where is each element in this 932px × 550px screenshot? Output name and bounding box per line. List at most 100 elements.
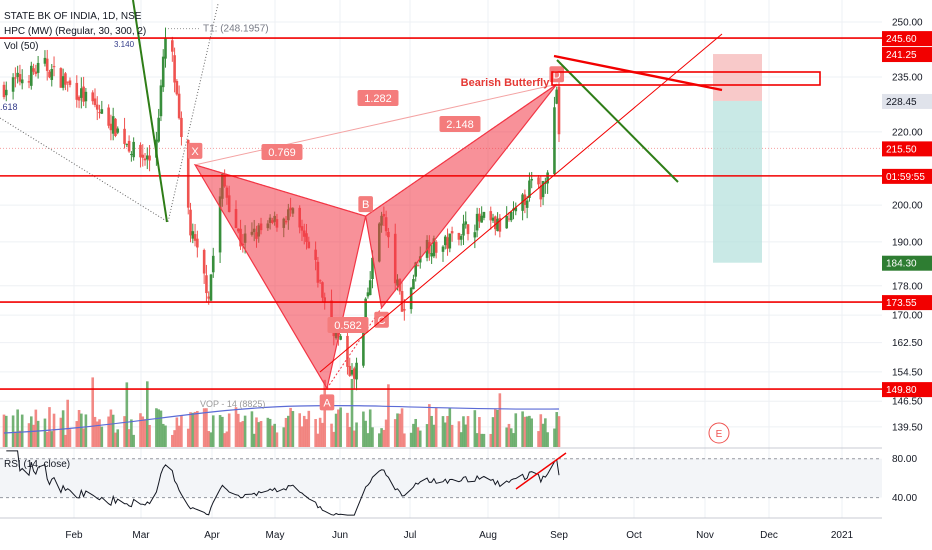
volume-bar — [368, 409, 372, 447]
volume-bar — [164, 425, 167, 447]
volume-bar — [300, 426, 304, 447]
volume-bar — [75, 421, 79, 447]
candle-body — [211, 255, 215, 273]
volume-bar — [523, 416, 527, 447]
volume-bar — [59, 417, 63, 447]
volume-bar — [289, 407, 292, 447]
volume-bar — [130, 419, 133, 447]
volume-bar — [145, 381, 149, 447]
candle-body — [362, 319, 365, 366]
volume-bar — [514, 413, 518, 447]
volume-bar — [36, 420, 40, 447]
volume-bar — [414, 418, 418, 447]
candle-body — [93, 98, 97, 106]
price-tick-label: 235.00 — [892, 72, 923, 83]
volume-bar — [378, 433, 381, 447]
candle-body — [457, 232, 461, 240]
time-tick-label: 2021 — [831, 530, 854, 541]
volume-bar — [409, 432, 413, 447]
pattern-xb-line — [194, 164, 366, 217]
volume-bar — [459, 432, 463, 447]
candle-body — [91, 92, 95, 102]
candle-body — [52, 66, 56, 68]
candle-body — [464, 221, 468, 225]
volume-bar — [11, 415, 15, 447]
pattern-name: Bearish Butterfly — [461, 77, 551, 89]
pattern-point-b-bg — [358, 196, 373, 213]
level-price-tag: 149.80 — [882, 382, 932, 398]
volume-bar — [305, 419, 308, 447]
chart-annotations: T1: (248.1957) 3.140 .618 VOP - 14 (8825) E — [0, 24, 730, 444]
volume-bar — [243, 415, 247, 447]
volume-bar — [80, 413, 83, 447]
candle-body — [130, 154, 133, 156]
volume-bar — [473, 410, 477, 447]
candle-body — [350, 369, 354, 375]
pattern-point-x-text: X — [191, 146, 199, 158]
volume-bar — [450, 424, 454, 447]
pattern-point-x-bg — [187, 142, 203, 159]
volume-bar — [339, 407, 342, 447]
level-price-tag-bg — [882, 382, 932, 398]
candle-body — [416, 265, 420, 267]
volume-bar — [223, 433, 226, 447]
target-zones — [713, 54, 762, 263]
volume-bar — [525, 416, 529, 447]
pattern-point-d-bg — [549, 66, 565, 83]
level-price-tag: 245.60 — [882, 31, 932, 47]
volume-bar — [553, 428, 556, 447]
candle-body — [521, 194, 524, 211]
volume-bar — [27, 423, 31, 447]
candle-body — [132, 141, 135, 158]
candle-body — [528, 180, 531, 198]
volume-bar — [364, 420, 367, 447]
candle-body — [541, 180, 545, 198]
candle-body — [491, 217, 495, 221]
time-tick-label: Nov — [696, 530, 714, 541]
candle-body — [514, 207, 518, 212]
pattern-point-b-text: B — [362, 199, 369, 211]
volume-bar — [366, 433, 370, 447]
volume-bar — [227, 413, 231, 447]
candle-body — [434, 241, 438, 253]
volume-bar — [225, 431, 229, 447]
volume-bar — [218, 415, 222, 447]
time-tick-label: Jun — [332, 530, 348, 541]
volume-bar — [464, 424, 468, 447]
volume-bar — [50, 431, 54, 447]
candle-body — [159, 85, 163, 117]
pattern-ratio-ac-text: 0.582 — [334, 320, 362, 332]
volume-bar — [123, 416, 126, 447]
volume-bar — [334, 413, 338, 447]
volume-bar — [14, 431, 17, 447]
volume-bar — [155, 408, 158, 447]
pattern-ratio-bd-text: 2.148 — [446, 119, 474, 131]
level-price-tag-bg — [882, 295, 932, 311]
volume-bar — [234, 407, 238, 447]
entry-box — [551, 71, 821, 86]
volume-bar — [434, 407, 438, 447]
volume-bar — [537, 431, 540, 447]
candle-body — [127, 140, 131, 152]
price-tick-label: 154.50 — [892, 367, 923, 378]
price-tag-text: 215.50 — [886, 144, 917, 155]
indicator-hpc-label: HPC (MW) (Regular, 30, 300, 2) — [4, 26, 147, 37]
price-tag-bg — [882, 47, 932, 63]
candle-body — [100, 109, 104, 114]
candle-body — [161, 56, 165, 88]
pattern-point-d: D — [549, 66, 565, 83]
candle-body — [459, 236, 463, 240]
candle-body — [109, 123, 113, 131]
volume-bar — [148, 424, 151, 447]
volume-bar — [141, 416, 145, 447]
volume-bar — [398, 413, 402, 447]
volume-bar — [275, 432, 279, 447]
vol-overlay-label: VOP - 14 (8825) — [200, 399, 265, 409]
volume-bar — [350, 378, 354, 447]
volume-bar — [457, 421, 461, 447]
candle-body — [498, 217, 502, 232]
volume-bar — [116, 429, 120, 447]
candle-body — [141, 154, 145, 158]
